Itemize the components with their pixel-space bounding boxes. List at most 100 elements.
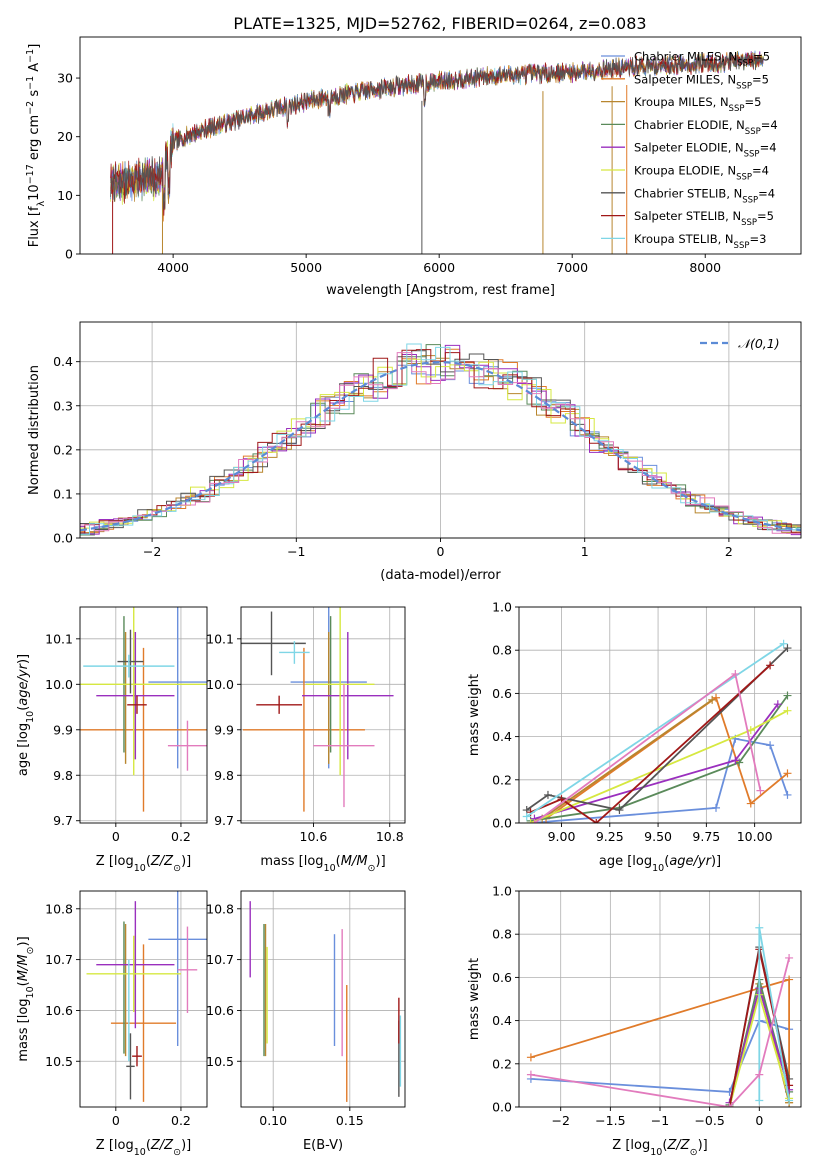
x-tick-label: 0 — [755, 1113, 763, 1128]
x-tick-label: 9.00 — [548, 829, 576, 844]
weight-marker — [766, 661, 775, 670]
y-tick-label: 0.4 — [53, 354, 73, 369]
legend-entry: Kroupa ELODIE, NSSP=4 — [634, 164, 769, 183]
weight-marker — [522, 812, 531, 821]
weight-marker — [712, 803, 721, 812]
mass_vs_ebv-axes: 0.10 0.15 10.5 10.6 10.7 10.8 — [206, 890, 406, 1128]
age_vs_mass-grid — [241, 607, 405, 823]
legend-entry: Salpeter STELIB, NSSP=5 — [634, 209, 774, 228]
y-tick-label: 10.6 — [206, 1003, 234, 1018]
weight-series-sMILES — [530, 978, 790, 1103]
normal-curve — [80, 360, 801, 532]
mass_vs_ebv-xlabel: E(B-V) — [303, 1138, 343, 1153]
weight-marker — [731, 669, 740, 678]
y-tick-label: 30 — [57, 71, 73, 86]
x-tick-label: 0.2 — [171, 829, 191, 844]
weight-marker — [785, 975, 794, 984]
y-tick-label: 9.9 — [53, 722, 73, 737]
weight-marker — [785, 953, 794, 962]
weight-marker — [756, 786, 765, 795]
weight_vs_age-xlabel: age [log10(age/yr)] — [599, 854, 721, 874]
x-tick-label: 9.75 — [692, 829, 720, 844]
y-tick-label: 10.1 — [45, 631, 73, 646]
weight_vs_age-plot-area — [522, 639, 792, 823]
y-tick-label: 1.0 — [492, 600, 512, 615]
weight-marker — [526, 1053, 535, 1062]
weight-marker — [731, 756, 740, 765]
weight-marker — [755, 1070, 764, 1079]
residuals-axes: −2 −1 0 1 2 0.0 0.1 0.2 0.3 0.4 — [53, 321, 802, 559]
x-tick-label: 0 — [112, 829, 120, 844]
weight-series-sMILES — [545, 696, 789, 820]
y-tick-label: 9.8 — [214, 768, 234, 783]
age_vs_mass-xlabel: mass [log10(M/M⊙)] — [260, 854, 385, 874]
y-tick-label: 9.7 — [214, 813, 234, 828]
weight_vs_Z-ylabel: mass weight — [467, 958, 482, 1040]
y-tick-label: 10.0 — [206, 677, 234, 692]
residuals-panel — [80, 322, 801, 539]
mass_vs_Z-xlabel: Z [log10(Z/Z⊙)] — [96, 1138, 191, 1158]
weight-series-sSTELIB — [530, 664, 771, 823]
weight-marker — [755, 923, 764, 932]
y-tick-label: 0.4 — [492, 729, 512, 744]
histogram-series-cELODIE — [80, 344, 801, 537]
y-tick-label: 0.4 — [492, 1013, 512, 1028]
weight_vs_age-ylabel: mass weight — [467, 674, 482, 756]
y-tick-label: 20 — [57, 129, 73, 144]
weight-marker — [783, 790, 792, 799]
x-tick-label: 0.10 — [259, 1113, 287, 1128]
residuals-xlabel: (data-model)/error — [380, 568, 501, 583]
y-tick-label: 0.6 — [492, 686, 512, 701]
spectrum-frame — [79, 36, 802, 255]
spectrum-axes: 4000 5000 6000 7000 8000 0 10 20 30 — [57, 36, 802, 275]
legend-entry: 𝒩(0,1) — [738, 336, 780, 351]
x-tick-label: 10.8 — [376, 829, 404, 844]
weight-marker — [526, 819, 535, 823]
age_vs_Z-xlabel: Z [log10(Z/Z⊙)] — [96, 854, 191, 874]
weight-marker — [543, 790, 552, 799]
spectrum-legend: Chabrier MILES, NSSP=5 Salpeter MILES, NS… — [601, 50, 778, 251]
mass_vs_Z-plot-area — [86, 891, 207, 1102]
legend-entry: Chabrier MILES, NSSP=5 — [634, 50, 770, 69]
legend-entry: Chabrier ELODIE, NSSP=4 — [634, 118, 778, 137]
weight_vs_Z-axes: −2 −1.5 −1 −0.5 0 0.0 0.2 0.4 0.6 0.8 1.0 — [492, 884, 802, 1128]
x-tick-label: −1.5 — [595, 1113, 625, 1128]
figure-title: PLATE=1325, MJD=52762, FIBERID=0264, z=0… — [233, 14, 646, 33]
x-tick-label: 4000 — [157, 260, 189, 275]
y-tick-label: 0.2 — [492, 772, 512, 787]
weight-marker — [530, 819, 539, 823]
mass_vs_ebv-plot-area — [249, 901, 402, 1102]
age_vs_Z-axes: 0 0.2 9.7 9.8 9.9 10.0 10.1 — [45, 606, 208, 844]
weight_vs_age-axes: 9.00 9.25 9.50 9.75 10.00 0.0 0.2 0.4 0.6 0.8 1.0 — [492, 600, 802, 844]
weight-series-cMILES — [530, 1019, 790, 1093]
legend-entry: Kroupa STELIB, NSSP=3 — [634, 232, 766, 251]
y-tick-label: 10.5 — [45, 1054, 73, 1069]
weight-marker — [526, 1070, 535, 1079]
weight_vs_Z-xlabel: Z [log10(Z/Z⊙)] — [612, 1138, 707, 1158]
x-tick-label: 9.50 — [644, 829, 672, 844]
spectrum-line-cSTELIB — [110, 52, 764, 210]
age_vs_Z-panel — [80, 607, 207, 823]
x-tick-label: −1 — [287, 544, 305, 559]
legend-entry: Chabrier STELIB, NSSP=4 — [634, 186, 775, 205]
y-tick-label: 0.2 — [492, 1056, 512, 1071]
y-tick-label: 0.0 — [492, 1100, 512, 1115]
y-tick-label: 0.0 — [53, 531, 73, 546]
weight_vs_age-panel — [519, 606, 801, 824]
age_vs_Z-frame — [79, 606, 208, 824]
y-tick-label: 10.0 — [45, 677, 73, 692]
x-tick-label: 9.25 — [596, 829, 624, 844]
weight-series-cSTELIB — [526, 647, 789, 811]
x-tick-label: 6000 — [423, 260, 455, 275]
age_vs_mass-frame — [240, 606, 406, 824]
spectrum-panel — [110, 50, 764, 254]
weight-marker — [783, 691, 792, 700]
residuals-plot-area — [80, 343, 801, 537]
x-tick-label: −2 — [143, 544, 161, 559]
x-tick-label: −1 — [651, 1113, 669, 1128]
x-tick-label: 0.2 — [171, 1113, 191, 1128]
age_vs_mass-panel — [241, 607, 405, 823]
age_vs_Z-plot-area — [80, 607, 207, 812]
y-tick-label: 10.7 — [45, 952, 73, 967]
weight-marker — [746, 799, 755, 808]
